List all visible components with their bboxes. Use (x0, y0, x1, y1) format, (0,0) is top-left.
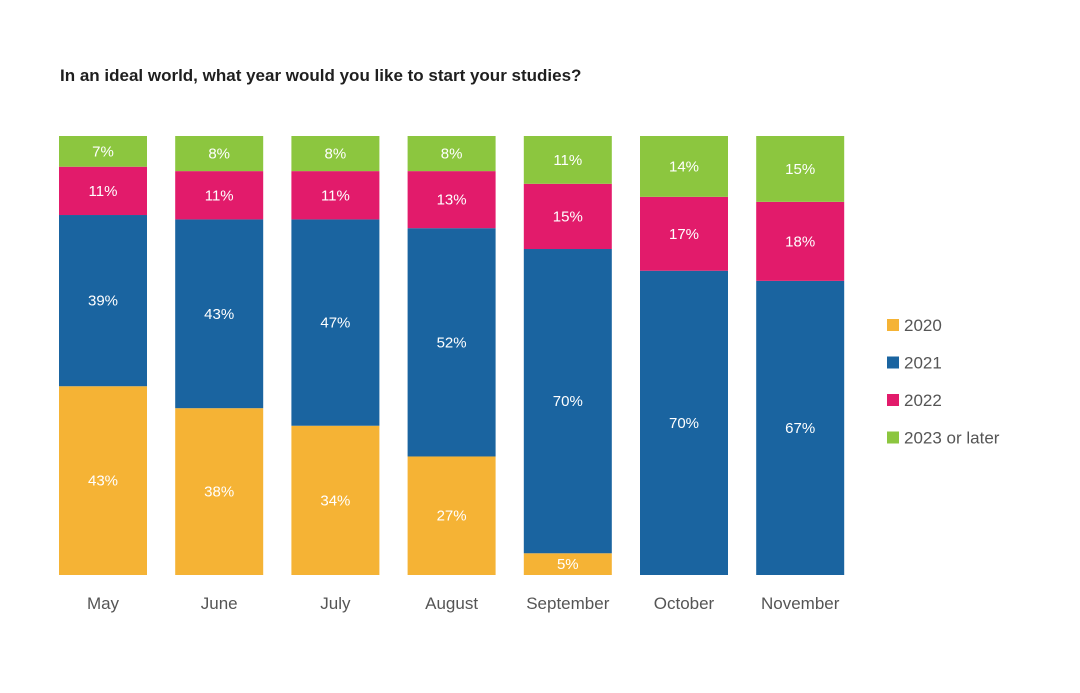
legend-swatch (887, 431, 899, 444)
bar-segment (59, 215, 147, 387)
bar-value-label: 11% (89, 183, 118, 200)
bar-value-label: 39% (88, 293, 118, 310)
legend: 2020 2021 2022 2023 or later (887, 316, 1000, 448)
bar-value-label: 70% (553, 393, 583, 410)
bar-segment (175, 171, 264, 220)
bar-value-label: 43% (204, 306, 234, 323)
category-labels: May June July August September October Novembe… (87, 594, 840, 613)
chart-title: In an ideal world, what year would you l… (60, 66, 582, 85)
bar-segment (291, 425, 380, 575)
bar-value-label: 43% (88, 473, 118, 490)
bar-segment (59, 166, 147, 216)
legend-label: 2022 (904, 391, 942, 410)
bar-value-label: 34% (320, 492, 350, 509)
bar-segment (407, 171, 496, 229)
legend-swatch (887, 319, 899, 331)
legend-label: 2021 (904, 354, 942, 373)
bar-segment (291, 171, 380, 220)
bar-segment (407, 228, 496, 457)
category-label: October (654, 594, 715, 613)
bar-value-label: 15% (553, 208, 583, 225)
bar-segment (407, 136, 496, 172)
bar-value-label: 8% (208, 146, 230, 163)
category-label: September (526, 594, 609, 613)
bar-value-label: 7% (92, 143, 114, 160)
bar-value-label: 52% (437, 334, 467, 351)
bar-segment (59, 386, 147, 575)
bar-segment (756, 201, 845, 281)
legend-label: 2020 (904, 316, 942, 335)
bar-value-label: 11% (321, 187, 350, 204)
category-label: July (320, 594, 351, 613)
bar-segment (523, 136, 612, 184)
bar-segment (175, 408, 264, 575)
bar-segment (523, 183, 612, 250)
bar-value-label: 47% (320, 315, 350, 332)
bar-value-label: 70% (669, 415, 699, 432)
category-label: November (761, 594, 840, 613)
bar-value-label: 11% (553, 152, 582, 169)
bar-segment (59, 136, 147, 167)
bar-value-label: 14% (669, 158, 699, 175)
bar-segment (640, 270, 728, 575)
bar-segment (407, 456, 496, 575)
bar-value-label: 67% (785, 420, 815, 437)
bar-value-label: 15% (785, 161, 815, 178)
bar-value-label: 8% (441, 146, 463, 163)
category-label: August (425, 594, 478, 613)
bar-segment (640, 196, 728, 271)
bars-group: 43% 39% 11% 7% 38% 43% 11% 8% 34% 47% 11% 8% 27% 52% 1… (59, 136, 845, 575)
bar-value-label: 27% (437, 508, 467, 525)
category-label: June (201, 594, 238, 613)
bar-value-label: 17% (669, 226, 699, 243)
bar-segment (523, 553, 612, 575)
bar-segment (175, 219, 264, 409)
bar-segment (640, 136, 728, 197)
bar-segment (291, 219, 380, 426)
bar-value-label: 38% (204, 484, 234, 501)
bar-value-label: 8% (325, 146, 347, 163)
category-label: May (87, 594, 120, 613)
bar-value-label: 18% (785, 233, 815, 250)
bar-segment (291, 136, 380, 172)
bar-segment (756, 280, 845, 575)
legend-swatch (887, 356, 899, 369)
legend-label: 2023 or later (904, 429, 1000, 448)
bar-segment (175, 136, 264, 172)
bar-segment (756, 136, 845, 202)
bar-segment (523, 249, 612, 554)
bar-value-label: 11% (205, 187, 234, 204)
bar-value-label: 5% (557, 556, 579, 573)
legend-swatch (887, 394, 899, 406)
bar-value-label: 13% (437, 192, 467, 209)
